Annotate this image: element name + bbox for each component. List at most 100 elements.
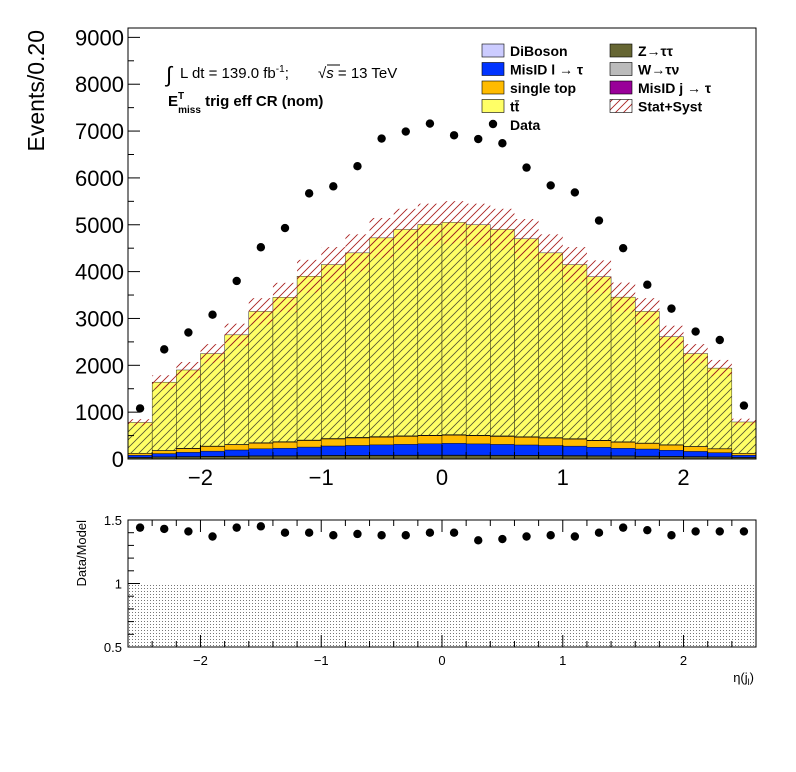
data-point-7 (304, 189, 314, 198)
ratio-point-7 (304, 528, 314, 537)
ratio-point-22 (667, 531, 676, 540)
bar-hatch-22 (659, 336, 684, 445)
syst-bin-17 (538, 234, 563, 272)
ratio-point-8 (329, 531, 338, 540)
data-point-17 (546, 181, 555, 190)
y-tick-label-5: 5000 (75, 213, 124, 238)
syst-bin-14 (466, 203, 491, 246)
syst-bin-13 (442, 201, 467, 244)
ratio-point-1 (160, 524, 169, 534)
syst-bin-18 (562, 247, 587, 283)
bar-MisIDl-3 (200, 450, 225, 457)
bar-MisIDl-25 (731, 455, 757, 458)
bar-Z-15 (490, 455, 515, 460)
bar-Z-12 (417, 455, 443, 460)
bar-singletop-6 (272, 441, 298, 449)
x-tick-label-4: 2 (677, 465, 689, 490)
bar-Z-10 (369, 455, 394, 460)
bar-singletop-23 (683, 446, 708, 452)
ratio-y-tick-label-1: 1 (115, 577, 122, 592)
ratio-x-ticks: −2 −1 0 1 2 (127, 520, 757, 668)
bar-hatch-8 (321, 264, 346, 439)
ratio-point-3 (208, 532, 217, 541)
bar-MisIDl-11 (393, 444, 419, 456)
y-tick-label-3: 3000 (75, 306, 124, 331)
data-point-22 (667, 304, 676, 313)
bar-MisIDl-14 (465, 443, 491, 456)
data-point-10 (377, 134, 386, 143)
bar-singletop-5 (248, 442, 274, 449)
legend-item-0: DiBoson (481, 43, 568, 59)
ratio-point-13 (449, 528, 459, 537)
y-tick-label-8: 8000 (75, 72, 124, 97)
syst-bin-8 (321, 247, 346, 283)
bar-singletop-22 (659, 444, 684, 451)
bar-MisIDl-1 (151, 453, 177, 458)
data-point-1 (160, 345, 169, 354)
ratio-x-tick-label-4: 2 (680, 653, 687, 668)
bar-hatch-19 (586, 276, 612, 441)
bar-singletop-24 (707, 448, 733, 453)
main-y-ticks: 0 1000 2000 3000 4000 5000 6000 7000 8000 9000 (75, 25, 140, 472)
bar-hatch-13 (442, 222, 467, 435)
ratio-point-23 (691, 527, 700, 536)
ratio-y-axis-label: Data/Model (74, 520, 89, 587)
ratio-y-tick-label-2: 1.5 (104, 513, 122, 528)
bar-singletop-18 (562, 438, 588, 447)
data-point-2 (184, 328, 193, 337)
syst-bin-16 (514, 218, 539, 259)
syst-bin-15 (490, 208, 515, 251)
bar-hatch-24 (707, 368, 732, 449)
syst-bin-22 (659, 325, 684, 348)
data-point-18 (570, 188, 580, 197)
ratio-x-tick-label-3: 1 (559, 653, 566, 668)
syst-bin-2 (176, 361, 201, 379)
ratio-x-axis-label: η(jl) (733, 670, 754, 687)
bar-hatch-3 (200, 353, 225, 447)
bar-singletop-1 (151, 450, 177, 454)
bar-singletop-19 (586, 440, 612, 448)
svg-text:tt̄: tt̄ (510, 98, 520, 114)
stacked-bars (127, 222, 757, 460)
bar-singletop-21 (635, 443, 660, 450)
svg-text:MisID l → τ: MisID l → τ (510, 62, 584, 78)
svg-text:Data: Data (510, 117, 541, 133)
ratio-point-2 (184, 527, 193, 536)
ratio-point-5 (256, 522, 266, 531)
data-point-9 (353, 162, 362, 171)
x-tick-label-1: −1 (309, 465, 334, 490)
data-point-14 (474, 134, 483, 144)
bar-MisIDl-20 (610, 448, 636, 456)
bar-hatch-11 (393, 229, 418, 436)
bar-Z-13 (441, 455, 467, 460)
bar-singletop-13 (441, 434, 467, 444)
bar-MisIDl-6 (272, 447, 298, 456)
sqrt-symbol: √ (318, 65, 327, 82)
syst-bin-1 (152, 375, 177, 390)
ratio-point-20 (618, 523, 628, 532)
svg-text:√s = 13 TeV: √s = 13 TeV (318, 65, 397, 82)
bar-hatch-7 (297, 276, 322, 441)
data-point-19 (594, 216, 604, 225)
bar-MisIDl-24 (707, 452, 733, 458)
x-tick-label-3: 1 (557, 465, 569, 490)
bar-singletop-7 (296, 440, 322, 448)
y-tick-label-9: 9000 (75, 25, 124, 50)
bar-hatch-4 (224, 334, 249, 445)
syst-bin-9 (345, 234, 370, 272)
bar-singletop-16 (514, 437, 539, 446)
syst-bin-19 (586, 260, 612, 294)
bar-MisIDl-19 (586, 447, 612, 456)
ratio-point-10 (377, 531, 386, 540)
bar-MisIDl-12 (417, 443, 443, 456)
ratio-x-tick-label-0: −2 (193, 653, 208, 668)
region-sup: T (178, 91, 184, 102)
ratio-x-tick-label-2: 0 (438, 653, 445, 668)
data-point-6 (280, 223, 290, 233)
ratio-y-ticks: 0.5 1 1.5 (104, 513, 140, 655)
ratio-point-17 (546, 531, 555, 540)
ratio-points (135, 522, 749, 545)
data-point-13 (449, 131, 459, 140)
svg-text:Z→ττ: Z→ττ (638, 43, 674, 59)
